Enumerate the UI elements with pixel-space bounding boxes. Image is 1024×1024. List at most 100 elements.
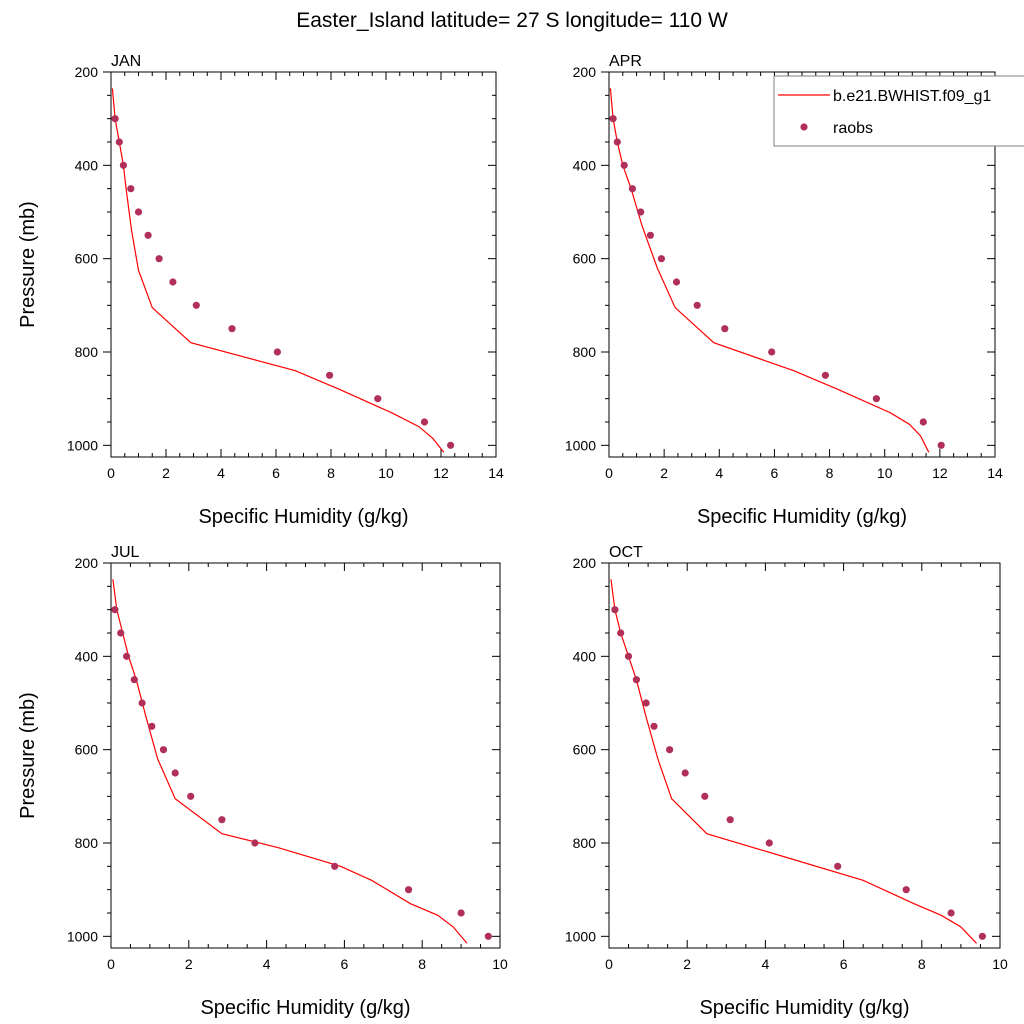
raobs-point xyxy=(326,371,334,379)
raobs-point xyxy=(111,115,119,123)
raobs-point xyxy=(765,839,773,847)
x-axis-label: Specific Humidity (g/kg) xyxy=(697,506,907,528)
raobs-point xyxy=(637,208,645,216)
x-tick-label: 2 xyxy=(683,956,691,972)
x-tick-label: 4 xyxy=(762,956,770,972)
y-tick-label: 200 xyxy=(573,64,597,80)
x-tick-label: 0 xyxy=(605,465,613,481)
model-line xyxy=(610,579,977,944)
raobs-point xyxy=(821,371,830,379)
x-tick-label: 0 xyxy=(107,465,115,481)
raobs-point xyxy=(721,325,729,333)
x-tick-label: 0 xyxy=(605,956,613,972)
y-tick-label: 800 xyxy=(75,344,99,360)
raobs-point xyxy=(609,115,617,123)
raobs-point xyxy=(171,769,179,777)
raobs-point xyxy=(123,652,131,660)
y-axis-label: Pressure (mb) xyxy=(17,692,39,819)
y-tick-label: 600 xyxy=(75,742,99,758)
x-tick-label: 6 xyxy=(840,956,848,972)
raobs-point xyxy=(144,231,152,239)
legend-box xyxy=(773,75,1024,147)
raobs-point xyxy=(681,769,689,777)
raobs-point xyxy=(872,395,881,403)
model-line xyxy=(111,88,445,453)
raobs-point xyxy=(117,629,125,637)
panel-jul: JUL 0 2 4 6 8 10 200 400 600 800 1000 Specific Humid… xyxy=(17,544,508,1019)
y-axis-label: Pressure (mb) xyxy=(17,201,39,328)
y-tick-label: 400 xyxy=(573,157,597,173)
raobs-point xyxy=(657,255,666,263)
raobs-point xyxy=(937,441,945,449)
raobs-point xyxy=(111,606,119,614)
x-tick-label: 14 xyxy=(488,465,504,481)
x-tick-label: 10 xyxy=(992,956,1008,972)
raobs-point xyxy=(484,932,492,940)
raobs-point xyxy=(374,395,382,403)
raobs-point xyxy=(613,138,621,146)
panel-oct: OCT 0 2 4 6 8 10 200 400 600 800 1000 Specific Humid… xyxy=(565,544,1008,1019)
plot-frame xyxy=(110,562,501,949)
raobs-point xyxy=(628,185,637,193)
y-tick-label: 400 xyxy=(75,648,99,664)
x-tick-label: 4 xyxy=(217,465,225,481)
x-tick-label: 14 xyxy=(987,465,1003,481)
x-axis-label: Specific Humidity (g/kg) xyxy=(198,506,408,528)
raobs-point xyxy=(159,746,168,754)
x-tick-label: 2 xyxy=(660,465,668,481)
y-tick-label: 400 xyxy=(573,648,597,664)
raobs-point xyxy=(169,278,177,286)
raobs-point xyxy=(127,185,135,193)
raobs-point xyxy=(228,325,236,333)
x-tick-label: 6 xyxy=(771,465,779,481)
raobs-point xyxy=(611,606,619,614)
raobs-point xyxy=(947,909,955,917)
x-tick-label: 8 xyxy=(826,465,834,481)
raobs-point xyxy=(218,816,226,824)
raobs-point xyxy=(130,676,138,684)
figure-title: Easter_Island latitude= 27 S longitude= … xyxy=(296,9,728,32)
raobs-point xyxy=(251,839,259,847)
panel-jan: JAN 0 2 4 6 8 10 12 14 200 400 600 800 1000 Specific H… xyxy=(17,53,504,528)
y-tick-label: 600 xyxy=(75,251,99,267)
y-tick-label: 1000 xyxy=(565,437,596,453)
raobs-point xyxy=(768,348,776,356)
y-tick-label: 1000 xyxy=(67,928,98,944)
raobs-point xyxy=(155,255,163,263)
x-axis-label: Specific Humidity (g/kg) xyxy=(200,997,410,1019)
x-tick-label: 10 xyxy=(378,465,394,481)
x-tick-label: 10 xyxy=(877,465,893,481)
x-axis-label: Specific Humidity (g/kg) xyxy=(699,997,909,1019)
raobs-point xyxy=(701,792,709,800)
y-tick-label: 800 xyxy=(573,835,597,851)
raobs-point xyxy=(978,932,987,940)
raobs-point xyxy=(672,278,681,286)
x-tick-label: 10 xyxy=(492,956,508,972)
raobs-point xyxy=(902,886,910,894)
raobs-point xyxy=(726,816,734,824)
y-tick-label: 600 xyxy=(573,742,597,758)
y-tick-label: 800 xyxy=(75,835,99,851)
legend-model-label: b.e21.BWHIST.f09_g1 xyxy=(833,88,991,105)
raobs-point xyxy=(138,699,146,707)
raobs-point xyxy=(650,722,658,730)
x-tick-label: 4 xyxy=(263,956,271,972)
x-tick-label: 2 xyxy=(162,465,170,481)
plot-frame xyxy=(110,71,497,458)
raobs-point xyxy=(119,161,127,169)
x-tick-label: 8 xyxy=(418,956,426,972)
x-tick-label: 6 xyxy=(272,465,280,481)
y-tick-label: 200 xyxy=(75,555,99,571)
raobs-point xyxy=(405,886,413,894)
raobs-point xyxy=(693,301,701,309)
raobs-point xyxy=(457,909,465,917)
x-tick-label: 2 xyxy=(185,956,193,972)
panel-apr: APR 0 2 4 6 8 10 12 14 200 400 600 800 1000 Specific H… xyxy=(565,53,1003,528)
raobs-point xyxy=(192,301,200,309)
model-line xyxy=(112,579,468,944)
raobs-point xyxy=(617,629,625,637)
raobs-point xyxy=(632,676,641,684)
panel-title: JAN xyxy=(111,53,141,70)
